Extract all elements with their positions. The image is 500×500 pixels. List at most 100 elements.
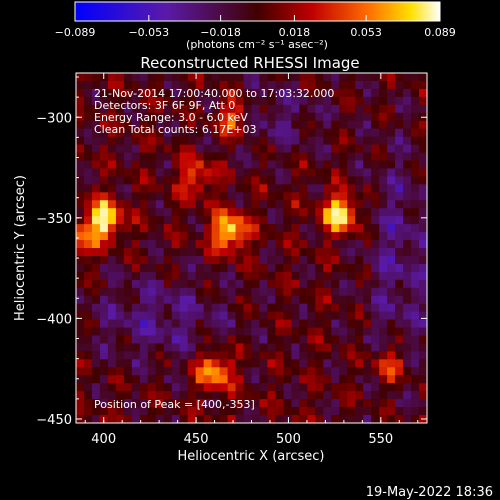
heatmap-cell bbox=[235, 208, 244, 217]
heatmap-cell bbox=[163, 192, 173, 201]
heatmap-cell bbox=[275, 327, 284, 336]
heatmap-cell bbox=[227, 176, 236, 185]
heatmap-cell bbox=[139, 104, 149, 114]
heatmap-cell bbox=[155, 136, 165, 145]
heatmap-cell bbox=[163, 168, 173, 177]
heatmap-cell bbox=[83, 80, 93, 90]
heatmap-cell bbox=[267, 303, 276, 313]
heatmap-cell bbox=[219, 319, 228, 328]
heatmap-cell bbox=[76, 144, 85, 153]
heatmap-cell bbox=[395, 216, 404, 225]
heatmap-cell bbox=[387, 144, 396, 153]
heatmap-cell bbox=[227, 327, 236, 336]
heatmap-cell bbox=[339, 319, 348, 328]
heatmap-cell bbox=[267, 152, 276, 161]
heatmap-cell bbox=[323, 399, 332, 408]
heatmap-cell bbox=[123, 144, 133, 153]
heatmap-cell bbox=[379, 327, 388, 336]
heatmap-cell bbox=[259, 192, 268, 201]
heatmap-cell bbox=[307, 367, 316, 376]
heatmap-cell bbox=[123, 287, 133, 297]
heatmap-cell bbox=[291, 152, 300, 161]
heatmap-cell bbox=[411, 359, 420, 368]
heatmap-cell bbox=[387, 367, 396, 376]
heatmap-cell bbox=[227, 200, 236, 209]
heatmap-cell bbox=[115, 168, 125, 177]
heatmap-cell bbox=[275, 319, 284, 328]
heatmap-cell bbox=[179, 343, 189, 352]
heatmap-cell bbox=[99, 144, 109, 153]
heatmap-cell bbox=[187, 367, 197, 376]
heatmap-cell bbox=[419, 128, 428, 138]
heatmap-cell bbox=[355, 399, 364, 408]
heatmap-cell bbox=[339, 80, 348, 90]
heatmap-cell bbox=[291, 287, 300, 297]
heatmap-cell bbox=[107, 383, 117, 392]
heatmap-cell bbox=[403, 327, 412, 336]
heatmap-cell bbox=[139, 168, 149, 177]
heatmap-cell bbox=[163, 120, 173, 130]
heatmap-cell bbox=[211, 128, 220, 138]
heatmap-cell bbox=[331, 295, 340, 305]
heatmap-cell bbox=[115, 271, 125, 281]
heatmap-cell bbox=[76, 192, 85, 201]
heatmap-cell bbox=[307, 160, 316, 169]
heatmap-cell bbox=[76, 224, 85, 233]
heatmap-cell bbox=[395, 184, 404, 193]
heatmap-cell bbox=[307, 319, 316, 328]
heatmap-cell bbox=[123, 327, 133, 336]
heatmap-cell bbox=[91, 112, 101, 122]
heatmap-cell bbox=[411, 208, 420, 217]
heatmap-cell bbox=[195, 144, 205, 153]
heatmap-cell bbox=[395, 136, 404, 145]
heatmap-cell bbox=[203, 271, 213, 281]
heatmap-cell bbox=[195, 160, 205, 169]
heatmap-cell bbox=[355, 248, 364, 257]
heatmap-cell bbox=[155, 343, 165, 352]
heatmap-cell bbox=[91, 240, 101, 249]
heatmap-cell bbox=[403, 375, 412, 384]
heatmap-cell bbox=[147, 136, 157, 145]
heatmap-cell bbox=[251, 303, 260, 313]
heatmap-cell bbox=[131, 279, 141, 289]
heatmap-cell bbox=[147, 80, 157, 90]
y-tick-label: −300 bbox=[36, 111, 72, 126]
heatmap-cell bbox=[163, 351, 173, 360]
heatmap-cell bbox=[147, 263, 157, 273]
heatmap-cell bbox=[267, 399, 276, 408]
heatmap-cell bbox=[99, 136, 109, 145]
heatmap-cell bbox=[363, 271, 372, 281]
heatmap-cell bbox=[123, 391, 133, 400]
heatmap-cell bbox=[283, 367, 292, 376]
heatmap-cell bbox=[139, 160, 149, 169]
heatmap-cell bbox=[419, 232, 428, 241]
heatmap-cell bbox=[251, 248, 260, 257]
heatmap-cell bbox=[235, 200, 244, 209]
heatmap-cell bbox=[131, 216, 141, 225]
heatmap-cell bbox=[315, 311, 324, 320]
heatmap-cell bbox=[307, 224, 316, 233]
heatmap-cell bbox=[363, 255, 372, 265]
heatmap-cell bbox=[147, 295, 157, 305]
heatmap-cell bbox=[347, 96, 356, 106]
heatmap-cell bbox=[291, 248, 300, 257]
heatmap-cell bbox=[323, 88, 332, 98]
heatmap-cell bbox=[107, 319, 117, 328]
heatmap-cell bbox=[147, 120, 157, 130]
heatmap-cell bbox=[411, 335, 420, 344]
heatmap-cell bbox=[307, 287, 316, 297]
heatmap-cell bbox=[299, 407, 308, 416]
heatmap-cell bbox=[99, 120, 109, 130]
heatmap-cell bbox=[355, 136, 364, 145]
heatmap-cell bbox=[115, 240, 125, 249]
heatmap-cell bbox=[283, 200, 292, 209]
heatmap-cell bbox=[107, 176, 117, 185]
heatmap-cell bbox=[315, 160, 324, 169]
heatmap-cell bbox=[355, 279, 364, 289]
heatmap-cell bbox=[347, 255, 356, 265]
heatmap-cell bbox=[323, 271, 332, 281]
heatmap-cell bbox=[307, 271, 316, 281]
heatmap-cell bbox=[131, 287, 141, 297]
heatmap-cell bbox=[123, 104, 133, 114]
heatmap-cell bbox=[251, 176, 260, 185]
